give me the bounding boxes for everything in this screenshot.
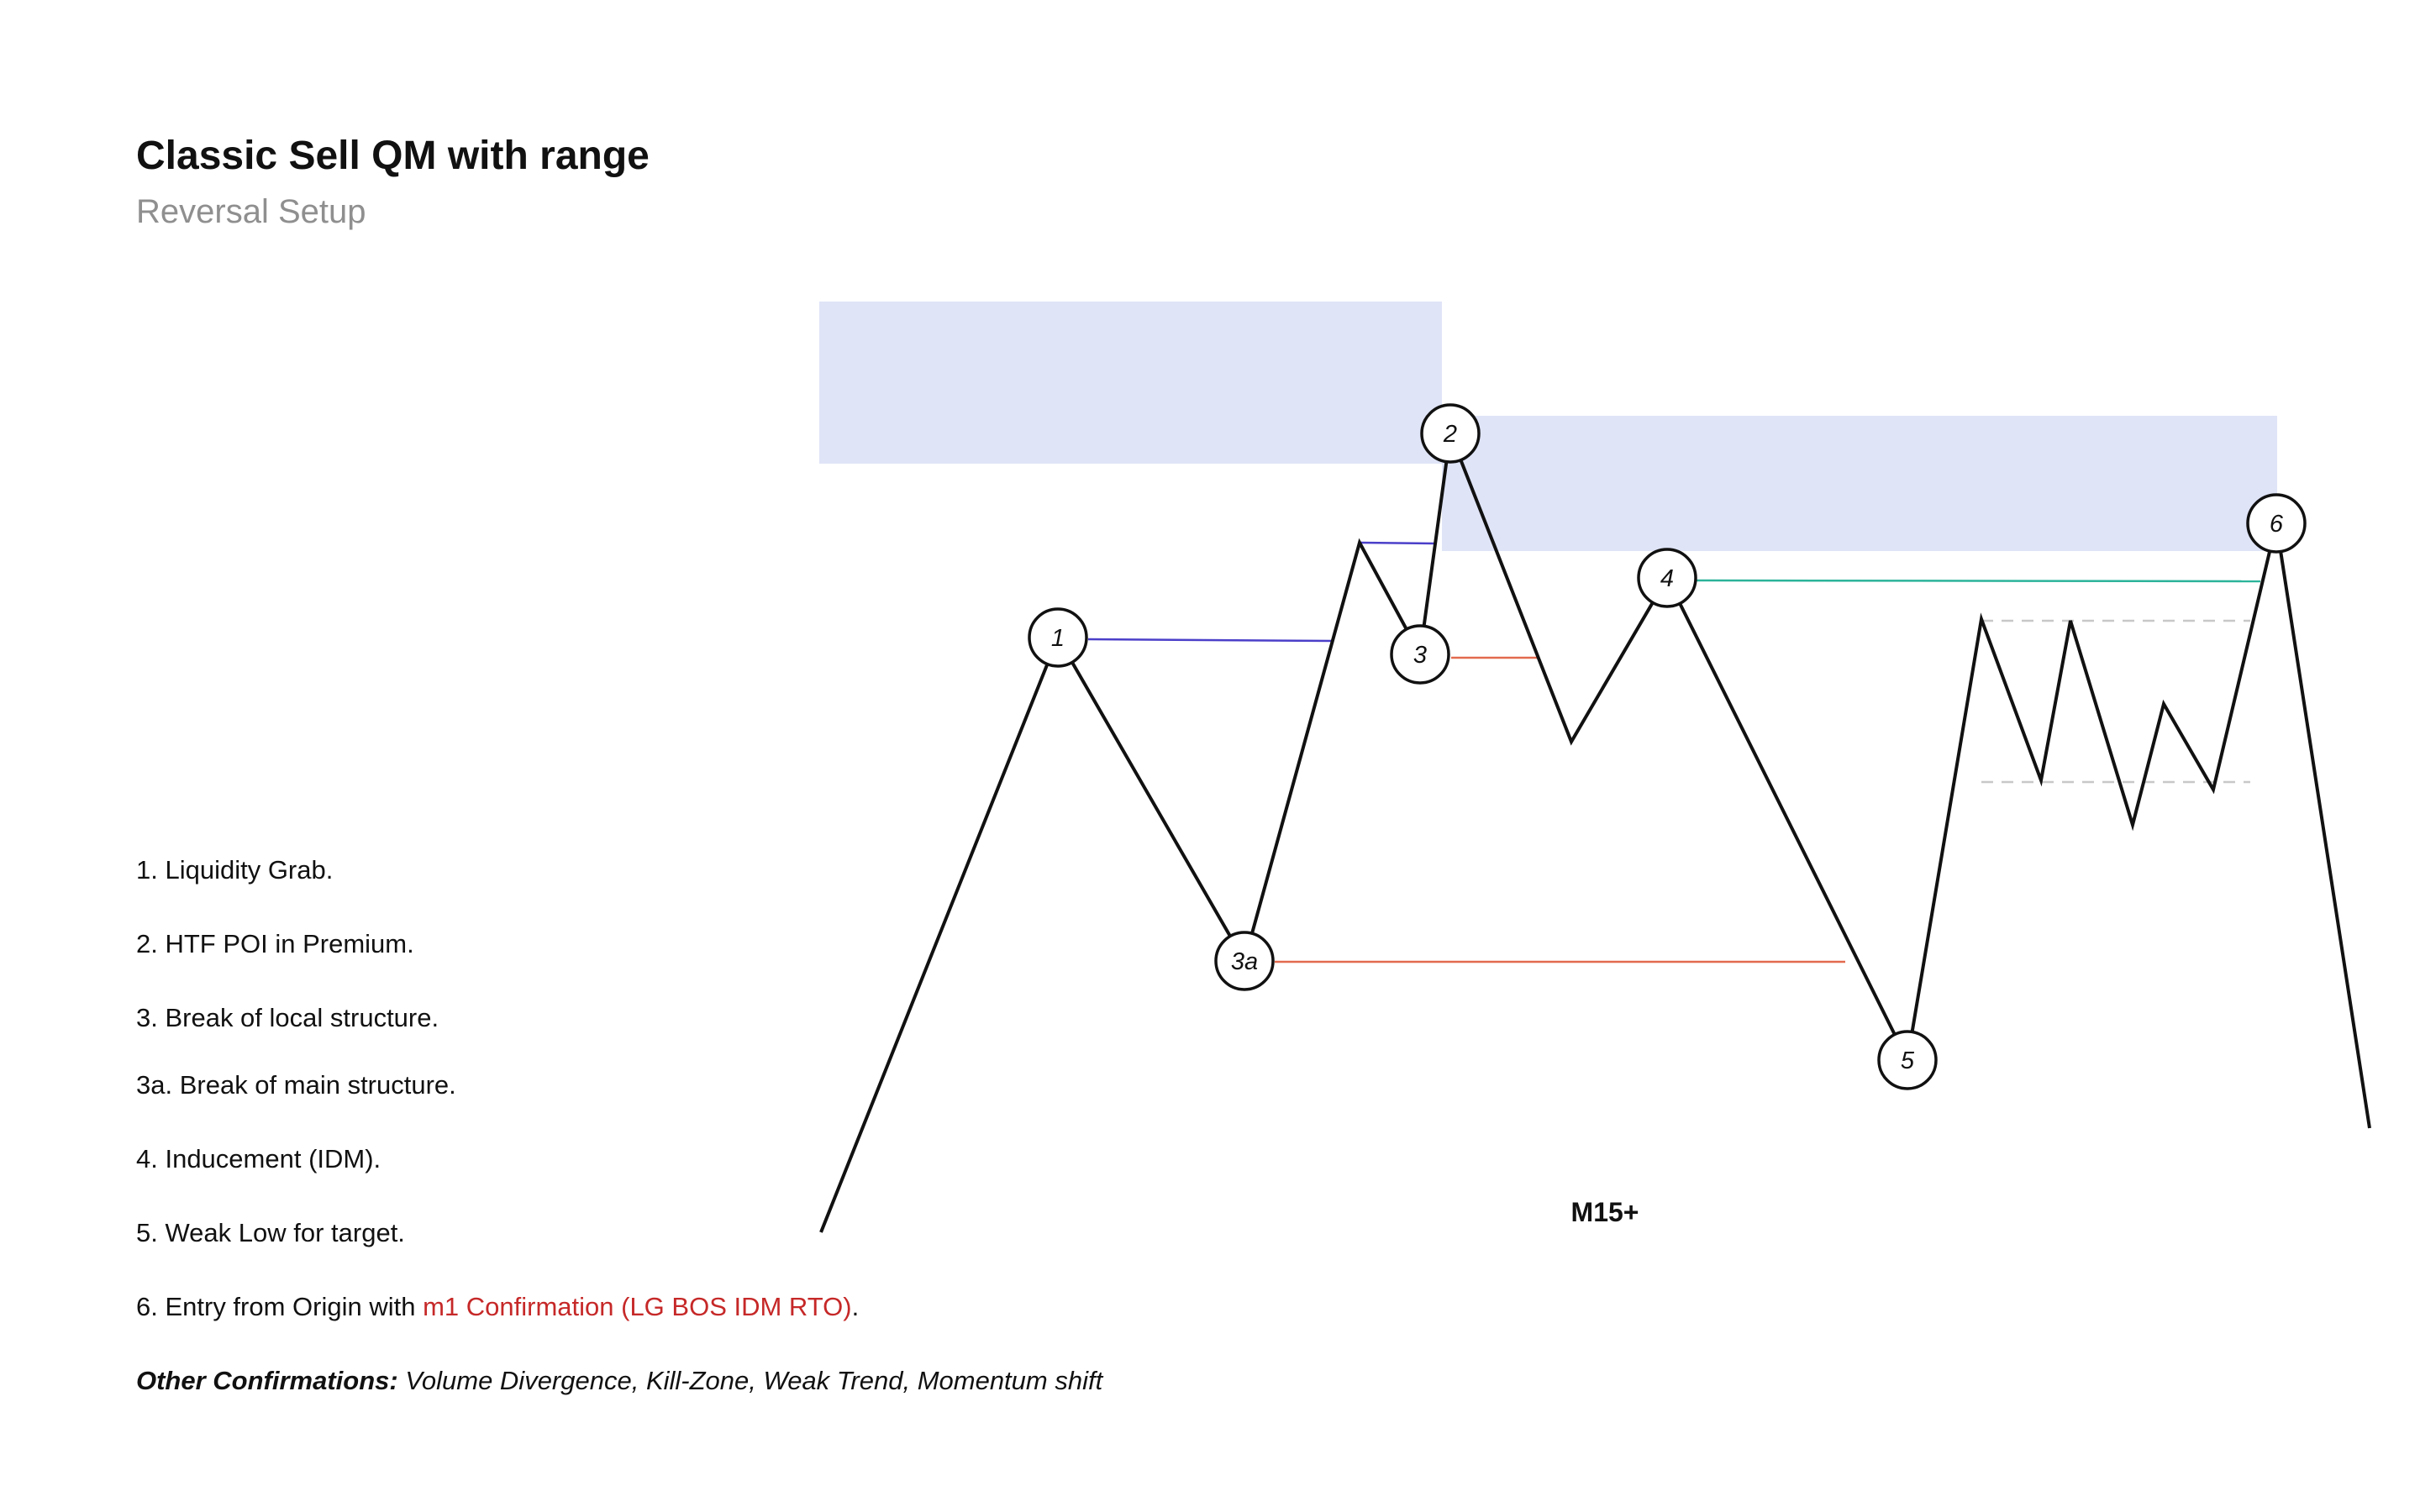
price-path [819,427,2371,1233]
liquidity-line-1 [1087,638,1334,643]
legend-item-main-bos: 3a. Break of main structure. [136,1070,456,1100]
legend-item-htf-poi: 2. HTF POI in Premium. [136,929,414,958]
legend-item-inducement: 4. Inducement (IDM). [136,1144,381,1173]
point-1-marker: 1 [1028,607,1088,668]
htf-poi-zone [819,302,1442,464]
point-6-label: 6 [2270,511,2284,538]
other-confirmations-text: Volume Divergence, Kill-Zone, Weak Trend… [397,1366,1103,1395]
legend-item-entry: 6. Entry from Origin with m1 Confirmatio… [136,1292,859,1322]
point-4-marker: 4 [1637,548,1697,608]
point-1-label: 1 [1051,625,1065,652]
point-3-label: 3 [1413,642,1427,669]
legend-item-local-bos: 3. Break of local structure. [136,1003,439,1032]
point-3-marker: 3 [1390,624,1450,685]
origin-zone [1442,416,2277,551]
point-2-label: 2 [1443,421,1457,448]
other-confirmations-label: Other Confirmations: [136,1366,398,1395]
legend-item-weak-low: 5. Weak Low for target. [136,1218,405,1247]
point-2-marker: 2 [1420,403,1481,464]
legend-item-liquidity-grab: 1. Liquidity Grab. [136,855,334,885]
point-5-label: 5 [1901,1047,1915,1074]
point-6-marker: 6 [2246,493,2307,554]
entry-prefix: 6. Entry from Origin with [136,1292,424,1321]
timeframe-label: M15+ [1571,1197,1639,1227]
entry-suffix: . [851,1292,860,1321]
entry-confirmation-highlight: m1 Confirmation (LG BOS IDM RTO) [423,1292,852,1321]
point-3a-label: 3a [1231,948,1258,975]
point-5-marker: 5 [1877,1030,1938,1090]
page-subtitle: Reversal Setup [136,193,366,230]
inducement-line [1693,579,2261,583]
other-confirmations: Other Confirmations: Volume Divergence, … [136,1366,1102,1396]
page-title: Classic Sell QM with range [136,134,650,178]
point-3a-marker: 3a [1214,931,1275,991]
point-4-label: 4 [1660,565,1674,592]
